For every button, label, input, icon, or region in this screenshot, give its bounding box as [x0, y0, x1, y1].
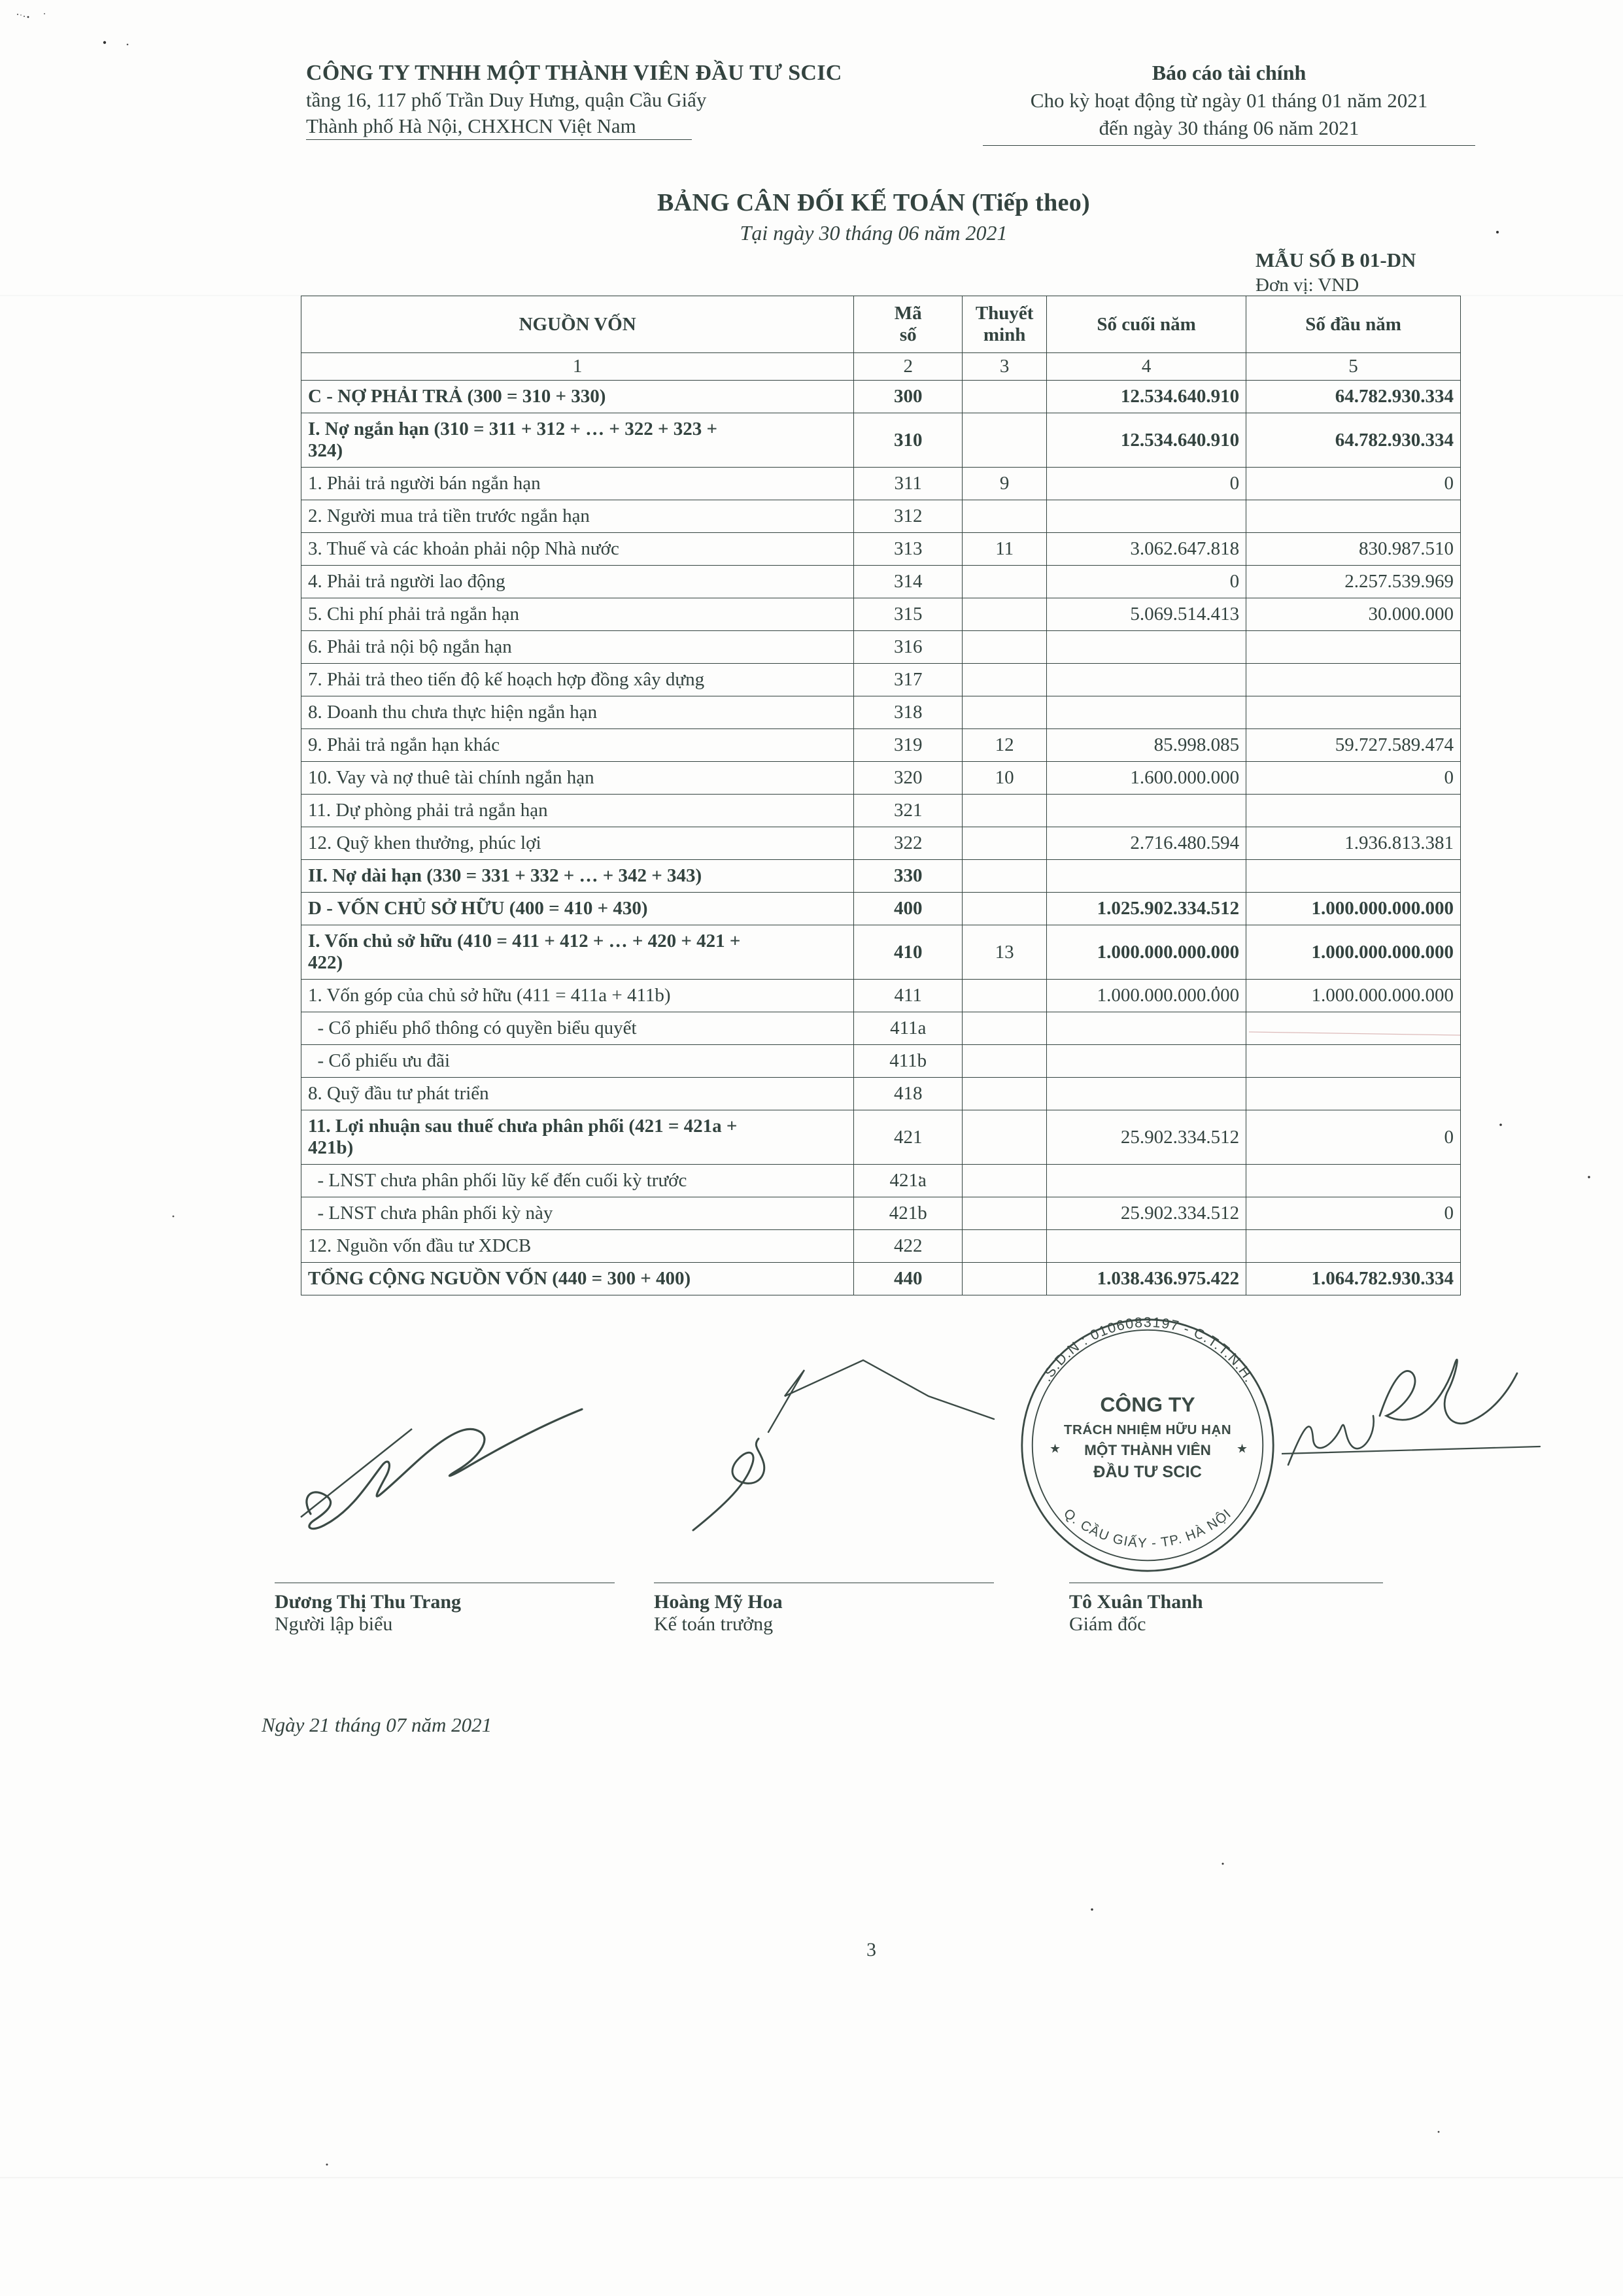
- svg-text:Q. CẦU GIẤY - TP. HÀ NỘI: Q. CẦU GIẤY - TP. HÀ NỘI: [1061, 1506, 1234, 1551]
- svg-text:TRÁCH NHIỆM HỮU HẠN: TRÁCH NHIỆM HỮU HẠN: [1064, 1422, 1231, 1437]
- svg-text:★: ★: [1237, 1441, 1248, 1455]
- svg-text:★: ★: [1050, 1441, 1061, 1455]
- svg-text:CÔNG TY: CÔNG TY: [1100, 1392, 1195, 1416]
- svg-text:ĐẦU TƯ SCIC: ĐẦU TƯ SCIC: [1093, 1462, 1202, 1481]
- svg-text:M.S.D.N : 0106083197 - C.T.T.N: M.S.D.N : 0106083197 - C.T.T.N.H.H: [1000, 1298, 1258, 1386]
- svg-text:MỘT THÀNH VIÊN: MỘT THÀNH VIÊN: [1084, 1442, 1211, 1458]
